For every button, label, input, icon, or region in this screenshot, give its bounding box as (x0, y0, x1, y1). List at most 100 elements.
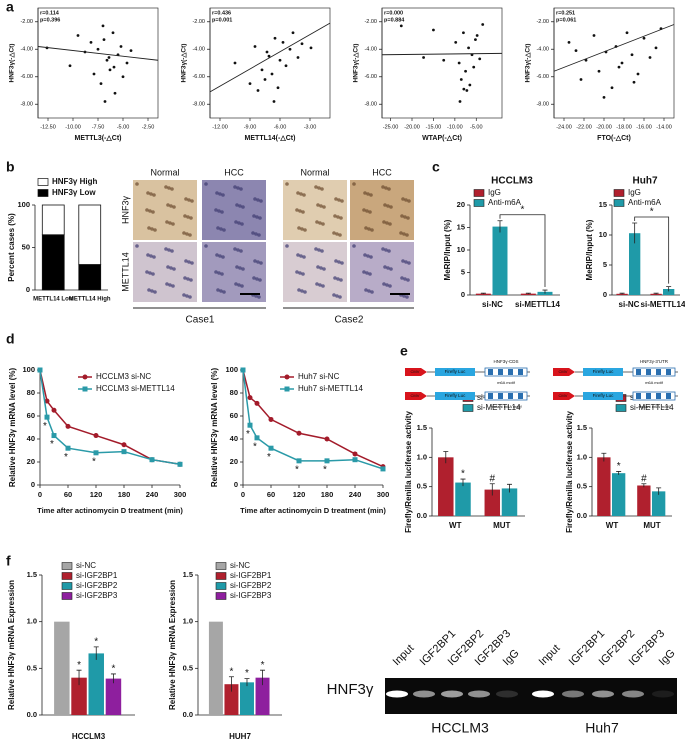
y-tick-label: -8.00 (192, 102, 205, 108)
nucleus (186, 277, 190, 281)
marker (121, 449, 127, 455)
column-label: HCC (224, 167, 244, 177)
nucleus (318, 283, 322, 287)
nucleus (258, 278, 262, 282)
promoter-label: CMV (411, 369, 420, 374)
nucleus (367, 227, 371, 231)
stat-label: r=0.436 (212, 10, 231, 16)
nucleus (362, 270, 366, 274)
nucleus (222, 290, 226, 294)
nucleus (333, 276, 337, 280)
nucleus (166, 265, 170, 269)
significance-label: * (253, 441, 257, 452)
nucleus (381, 185, 385, 189)
nucleus (401, 259, 405, 263)
legend-swatch (61, 592, 73, 600)
nucleus (400, 276, 404, 280)
significance-label: * (229, 666, 233, 677)
motif-box (666, 369, 671, 375)
nucleus (258, 216, 262, 220)
nucleus (319, 204, 323, 208)
legend-label: HCCLM3 si-METTL14 (96, 384, 175, 393)
significance-label: * (50, 439, 54, 450)
legend-swatch (215, 562, 227, 570)
scatter-point (459, 78, 463, 81)
motif-box (498, 369, 503, 375)
scatter-point (442, 58, 446, 62)
nucleus (302, 255, 306, 259)
nucleus (295, 270, 299, 274)
significance-label: * (295, 464, 299, 475)
nucleus (217, 271, 221, 275)
nucleus (252, 214, 256, 218)
nucleus (236, 248, 240, 252)
x-tick-label: -3.00 (304, 124, 317, 130)
nucleus (254, 232, 258, 236)
y-axis-label: HNF3γ(-△Ct) (9, 44, 16, 83)
x-tick-label: si-NC (482, 300, 503, 309)
nucleus (296, 253, 300, 257)
x-tick-label: -5.00 (117, 124, 130, 130)
x-tick-label: -10.00 (65, 124, 81, 130)
reporter-label: Firefly Luc (593, 369, 615, 374)
scatter-point (457, 61, 461, 65)
x-axis-label: WTAP(-△Ct) (422, 135, 462, 142)
nucleus (222, 228, 226, 232)
nucleus (218, 254, 222, 258)
y-tick-label: 10 (457, 245, 465, 254)
nucleus (239, 187, 243, 191)
scatter-point (263, 78, 267, 81)
nucleus (303, 290, 307, 294)
marker (268, 416, 274, 422)
nucleus (297, 226, 301, 230)
bar (484, 489, 501, 516)
lane-label: IgG (657, 647, 678, 668)
bar (71, 677, 87, 715)
scatter-point (567, 40, 571, 44)
motif-label: m6A motif (645, 380, 664, 385)
nucleus (167, 186, 171, 190)
scatter-point (101, 24, 105, 28)
nucleus (369, 255, 373, 259)
nucleus (400, 214, 404, 218)
error-bar (110, 673, 116, 684)
trend-line (553, 24, 675, 72)
insert (484, 391, 528, 401)
nucleus (220, 210, 224, 214)
legend-label: HNF3γ High (52, 177, 97, 186)
y-axis-label: Relative HNF3γ mRNA Expression (7, 580, 16, 710)
x-tick-label: 300 (174, 490, 187, 499)
nucleus (214, 270, 218, 274)
promoter-label: CMV (559, 393, 568, 398)
nucleus (338, 233, 342, 237)
promoter (553, 368, 575, 376)
marker (254, 435, 260, 441)
lane-label: IgG (501, 647, 522, 668)
scatter-point (478, 57, 482, 61)
y-axis-label: MeRIP/Input (%) (443, 219, 452, 280)
x-axis-label: HCCLM3 (72, 732, 106, 741)
nucleus (151, 210, 155, 214)
nucleus (364, 288, 368, 292)
significance-label: * (461, 469, 465, 480)
legend-marker (82, 374, 88, 380)
bar (438, 457, 454, 516)
y-tick-label: 1.0 (183, 617, 193, 626)
motif-box (656, 369, 661, 375)
nucleus (335, 294, 339, 298)
reporter-label: Firefly Luc (593, 393, 615, 398)
nucleus (168, 283, 172, 287)
nucleus (301, 210, 305, 214)
nucleus (317, 248, 321, 252)
y-tick-label: 0.0 (183, 710, 193, 719)
y-tick-label: 1.5 (417, 423, 427, 432)
nucleus (321, 284, 325, 288)
scatter-point (472, 65, 476, 69)
bar (255, 677, 270, 715)
y-tick-label: 0.5 (417, 482, 427, 491)
error-bar (632, 222, 638, 244)
error-bar (666, 286, 672, 292)
nucleus (152, 193, 156, 197)
marker (44, 414, 50, 420)
significance-label: * (111, 664, 115, 675)
